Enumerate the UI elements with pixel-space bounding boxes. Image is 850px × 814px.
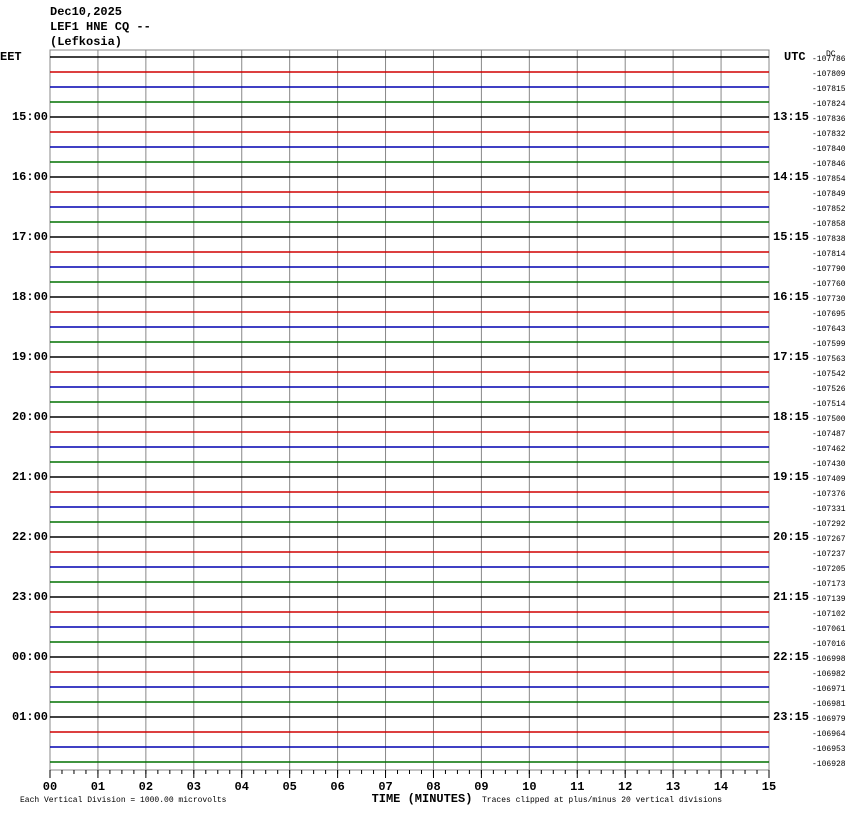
left-time-label: 21:00 — [12, 470, 48, 484]
row-value-label: -106998 — [812, 655, 846, 664]
right-time-label: 19:15 — [773, 470, 809, 484]
row-value-label: -107809 — [812, 70, 846, 79]
right-time-label: 20:15 — [773, 530, 809, 544]
row-value-label: -107500 — [812, 415, 846, 424]
x-tick-label: 07 — [378, 780, 392, 794]
row-value-label: -107487 — [812, 430, 846, 439]
left-time-label: 20:00 — [12, 410, 48, 424]
right-time-label: 18:15 — [773, 410, 809, 424]
row-value-label: -107563 — [812, 355, 846, 364]
row-value-label: -107514 — [812, 400, 846, 409]
right-time-label: 23:15 — [773, 710, 809, 724]
row-value-label: -107102 — [812, 610, 846, 619]
left-time-label: 01:00 — [12, 710, 48, 724]
row-value-label: -107695 — [812, 310, 846, 319]
row-value-label: -107061 — [812, 625, 846, 634]
left-time-label: EET — [0, 50, 22, 64]
row-value-label: -107292 — [812, 520, 846, 529]
x-tick-label: 15 — [762, 780, 776, 794]
title-line: Dec10,2025 — [50, 5, 122, 19]
x-tick-label: 04 — [235, 780, 249, 794]
left-time-label: 18:00 — [12, 290, 48, 304]
row-value-label: -106982 — [812, 670, 846, 679]
left-time-label: 16:00 — [12, 170, 48, 184]
right-time-label: 15:15 — [773, 230, 809, 244]
x-tick-label: 03 — [187, 780, 201, 794]
row-value-label: -106953 — [812, 745, 846, 754]
left-time-label: 00:00 — [12, 650, 48, 664]
row-value-label: -107790 — [812, 265, 846, 274]
row-value-label: -107376 — [812, 490, 846, 499]
row-value-label: -106964 — [812, 730, 846, 739]
scale-note: Each Vertical Division = 1000.00 microvo… — [20, 796, 227, 805]
row-value-label: -107840 — [812, 145, 846, 154]
row-value-label: -106979 — [812, 715, 846, 724]
row-value-label: -107730 — [812, 295, 846, 304]
x-tick-label: 09 — [474, 780, 488, 794]
right-time-label: 21:15 — [773, 590, 809, 604]
x-tick-label: 02 — [139, 780, 153, 794]
row-value-label: -107824 — [812, 100, 846, 109]
right-time-label: 16:15 — [773, 290, 809, 304]
row-value-label: -106981 — [812, 700, 846, 709]
row-value-label: -107836 — [812, 115, 846, 124]
x-tick-label: 12 — [618, 780, 632, 794]
row-value-label: -107846 — [812, 160, 846, 169]
row-value-label: -106971 — [812, 685, 846, 694]
row-value-label: -107409 — [812, 475, 846, 484]
row-value-label: -107852 — [812, 205, 846, 214]
right-time-label: UTC — [784, 50, 806, 64]
row-value-label: -107205 — [812, 565, 846, 574]
row-value-label: -107838 — [812, 235, 846, 244]
title-line: LEF1 HNE CQ -- — [50, 20, 151, 34]
row-value-label: -107267 — [812, 535, 846, 544]
row-value-label: -107542 — [812, 370, 846, 379]
right-time-label: 14:15 — [773, 170, 809, 184]
title-line: (Lefkosia) — [50, 35, 122, 49]
row-value-label: -107643 — [812, 325, 846, 334]
row-value-label: -107526 — [812, 385, 846, 394]
x-tick-label: 13 — [666, 780, 680, 794]
clip-note: Traces clipped at plus/minus 20 vertical… — [482, 796, 722, 805]
left-time-label: 19:00 — [12, 350, 48, 364]
row-value-label: -106928 — [812, 760, 846, 769]
x-axis-label: TIME (MINUTES) — [372, 792, 473, 806]
row-value-label: -107173 — [812, 580, 846, 589]
row-value-label: -107858 — [812, 220, 846, 229]
row-value-label: -107599 — [812, 340, 846, 349]
row-value-label: -107832 — [812, 130, 846, 139]
row-value-label: -107814 — [812, 250, 846, 259]
x-tick-label: 10 — [522, 780, 536, 794]
x-tick-label: 11 — [570, 780, 584, 794]
row-value-label: -107849 — [812, 190, 846, 199]
row-value-label: -107786 — [812, 55, 846, 64]
row-value-label: -107016 — [812, 640, 846, 649]
right-time-label: 22:15 — [773, 650, 809, 664]
corner-label: DC — [826, 50, 836, 59]
right-time-label: 13:15 — [773, 110, 809, 124]
row-value-label: -107854 — [812, 175, 846, 184]
x-tick-label: 00 — [43, 780, 57, 794]
x-tick-label: 05 — [282, 780, 296, 794]
row-value-label: -107139 — [812, 595, 846, 604]
row-value-label: -107430 — [812, 460, 846, 469]
row-value-label: -107237 — [812, 550, 846, 559]
x-tick-label: 06 — [330, 780, 344, 794]
row-value-label: -107331 — [812, 505, 846, 514]
left-time-label: 22:00 — [12, 530, 48, 544]
left-time-label: 17:00 — [12, 230, 48, 244]
x-tick-label: 08 — [426, 780, 440, 794]
x-tick-label: 14 — [714, 780, 728, 794]
right-time-label: 17:15 — [773, 350, 809, 364]
x-tick-label: 01 — [91, 780, 105, 794]
row-value-label: -107760 — [812, 280, 846, 289]
left-time-label: 23:00 — [12, 590, 48, 604]
row-value-label: -107815 — [812, 85, 846, 94]
left-time-label: 15:00 — [12, 110, 48, 124]
row-value-label: -107462 — [812, 445, 846, 454]
